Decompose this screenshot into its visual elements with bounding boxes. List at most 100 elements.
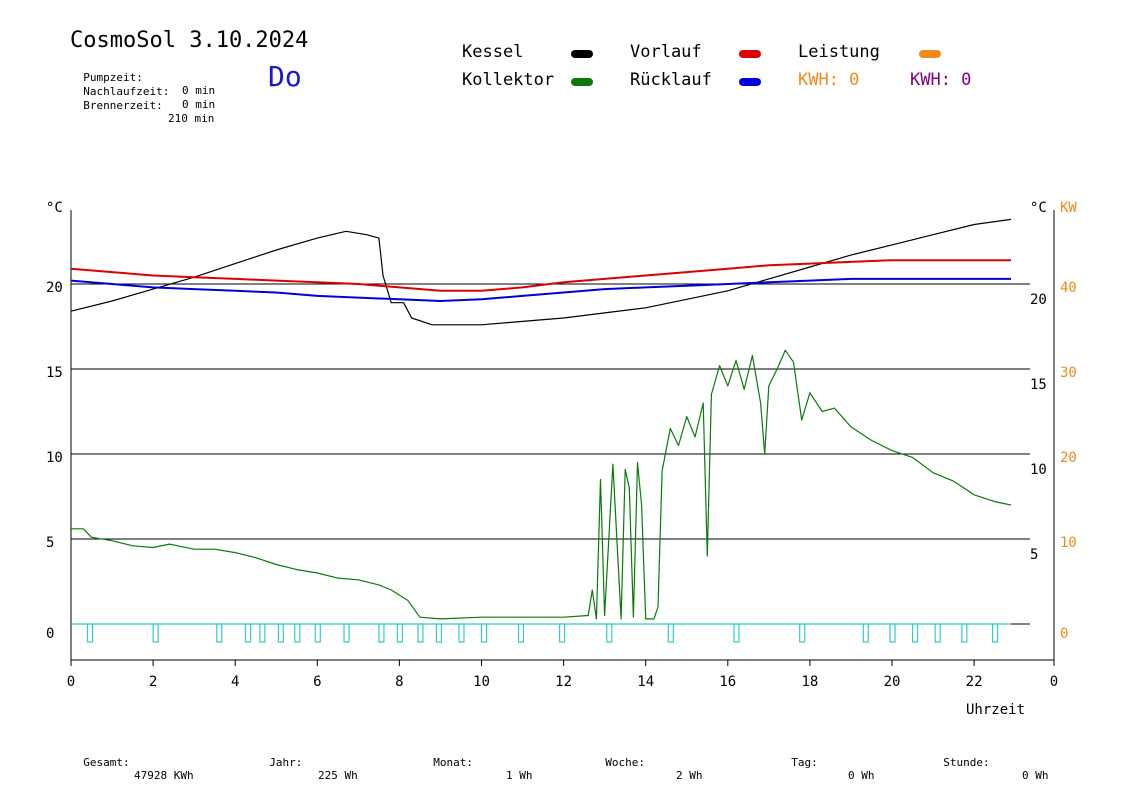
y-tick-label-right-c: 10 bbox=[1030, 462, 1047, 478]
pump-pulse bbox=[244, 623, 252, 643]
x-tick-label: 8 bbox=[395, 674, 403, 690]
y-tick-label-right-kw: 40 bbox=[1060, 280, 1077, 296]
footer-value: 1 Wh bbox=[506, 769, 533, 782]
legend-kessel-label: Kessel bbox=[462, 42, 524, 62]
legend-ruecklauf-label: Rücklauf bbox=[630, 70, 712, 90]
x-tick-label: 2 bbox=[149, 674, 157, 690]
info-pumpzeit: Pumpzeit: 0 min bbox=[70, 58, 215, 97]
pump-pulse bbox=[277, 623, 284, 643]
y-tick-label-right-kw: 20 bbox=[1060, 450, 1077, 466]
x-tick-label: 20 bbox=[884, 674, 901, 690]
y-tick-label-right-c: 15 bbox=[1030, 377, 1047, 393]
chart-axes bbox=[70, 210, 1055, 666]
footer-label: Gesamt: bbox=[83, 756, 130, 769]
info-value: 210 min bbox=[168, 112, 215, 125]
legend-ruecklauf-swatch bbox=[739, 78, 761, 86]
pump-pulse bbox=[417, 623, 424, 643]
legend-kessel-swatch bbox=[571, 50, 593, 58]
chart-labels: °C °C KW Uhrzeit 0 2 4 6 8 10 12 14 16 18 20 22 0 0 5 1… bbox=[46, 200, 1077, 718]
pump-pulse bbox=[799, 623, 806, 643]
pump-pulse bbox=[396, 623, 403, 643]
pump-pulse bbox=[259, 623, 266, 643]
pump-pulse bbox=[152, 623, 159, 643]
pump-pulse bbox=[889, 623, 896, 643]
weekday-label: Do bbox=[268, 60, 302, 93]
pump-pulse bbox=[862, 623, 869, 643]
info-nachlaufzeit: Nachlaufzeit: 0 min bbox=[70, 72, 215, 111]
pump-pulse bbox=[480, 623, 488, 643]
footer-value: 47928 KWh bbox=[134, 769, 194, 782]
pump-pulse bbox=[733, 623, 740, 643]
legend-leistung-swatch bbox=[919, 50, 941, 58]
pump-pulse bbox=[961, 623, 968, 643]
pump-pulse bbox=[606, 623, 613, 643]
legend-vorlauf-label: Vorlauf bbox=[630, 42, 702, 62]
x-axis-label: Uhrzeit bbox=[966, 702, 1025, 718]
pump-pulse bbox=[911, 623, 919, 643]
pump-pulse bbox=[314, 623, 321, 643]
y-axis-label-left: °C bbox=[46, 200, 63, 216]
pump-pulse bbox=[558, 623, 566, 643]
x-tick-label: 14 bbox=[637, 674, 654, 690]
info-label: Pumpzeit: bbox=[83, 71, 143, 84]
info-value: 0 min bbox=[182, 84, 216, 97]
legend-kwh-purple: KWH: 0 bbox=[910, 70, 972, 90]
y-tick-label-right-kw: 0 bbox=[1060, 626, 1068, 642]
footer-tag: Tag: 0 Wh bbox=[778, 743, 874, 782]
x-tick-label: 16 bbox=[719, 674, 736, 690]
footer-woche: Woche: 2 Wh bbox=[592, 743, 702, 782]
info-label: Nachlaufzeit: bbox=[83, 85, 170, 98]
footer-label: Jahr: bbox=[269, 756, 303, 769]
pump-pulse bbox=[458, 623, 465, 643]
y-tick-label-left: 5 bbox=[46, 535, 54, 551]
y-tick-label-right-kw: 10 bbox=[1060, 535, 1077, 551]
pump-pulse bbox=[517, 623, 525, 643]
footer-value: 0 Wh bbox=[848, 769, 875, 782]
y-tick-label-right-c: 20 bbox=[1030, 292, 1047, 308]
footer-gesamt: Gesamt: 47928 KWh bbox=[70, 743, 193, 782]
y-tick-label-left: 15 bbox=[46, 365, 63, 381]
y-tick-label-right-kw: 30 bbox=[1060, 365, 1077, 381]
info-label: Brennerzeit: bbox=[83, 99, 163, 112]
legend-kollektor-label: Kollektor bbox=[462, 70, 555, 90]
footer-jahr: Jahr: 225 Wh bbox=[256, 743, 358, 782]
footer-monat: Monat: 1 Wh bbox=[420, 743, 532, 782]
chart-title: CosmoSol 3.10.2024 bbox=[70, 28, 309, 53]
pump-pulse bbox=[435, 623, 442, 643]
chart-grid bbox=[71, 283, 1030, 625]
pump-pulse bbox=[343, 623, 350, 643]
footer-value: 2 Wh bbox=[676, 769, 703, 782]
x-tick-label: 6 bbox=[313, 674, 321, 690]
legend-kollektor-swatch bbox=[571, 78, 593, 86]
pump-pulse bbox=[667, 623, 674, 643]
pump-pulse bbox=[934, 623, 941, 643]
footer-label: Tag: bbox=[791, 756, 818, 769]
footer-value: 0 Wh bbox=[1022, 769, 1049, 782]
x-tick-label: 0 bbox=[1050, 674, 1058, 690]
x-tick-label: 22 bbox=[966, 674, 983, 690]
legend-vorlauf-swatch bbox=[739, 50, 761, 58]
y-tick-label-left: 0 bbox=[46, 626, 54, 642]
footer-label: Stunde: bbox=[943, 756, 990, 769]
info-value: 0 min bbox=[182, 98, 216, 111]
series-line-kessel bbox=[70, 218, 1012, 326]
pump-pulse bbox=[86, 623, 94, 643]
chart-series bbox=[70, 218, 1012, 620]
x-tick-label: 12 bbox=[555, 674, 572, 690]
footer-label: Monat: bbox=[433, 756, 473, 769]
y-axis-label-right-c: °C bbox=[1030, 200, 1047, 216]
y-tick-label-left: 10 bbox=[46, 450, 63, 466]
x-tick-label: 0 bbox=[67, 674, 75, 690]
x-tick-label: 10 bbox=[473, 674, 490, 690]
pump-pulse bbox=[992, 623, 999, 643]
pump-pulse bbox=[216, 623, 223, 643]
legend-kwh-orange: KWH: 0 bbox=[798, 70, 860, 90]
series-line-kollektor bbox=[71, 349, 1012, 620]
y-axis-label-right-kw: KW bbox=[1060, 200, 1077, 216]
x-tick-label: 18 bbox=[801, 674, 818, 690]
y-tick-label-left: 20 bbox=[46, 280, 63, 296]
pump-pulse bbox=[378, 623, 385, 643]
series-line-vorlauf bbox=[70, 259, 1011, 292]
footer-label: Woche: bbox=[605, 756, 645, 769]
